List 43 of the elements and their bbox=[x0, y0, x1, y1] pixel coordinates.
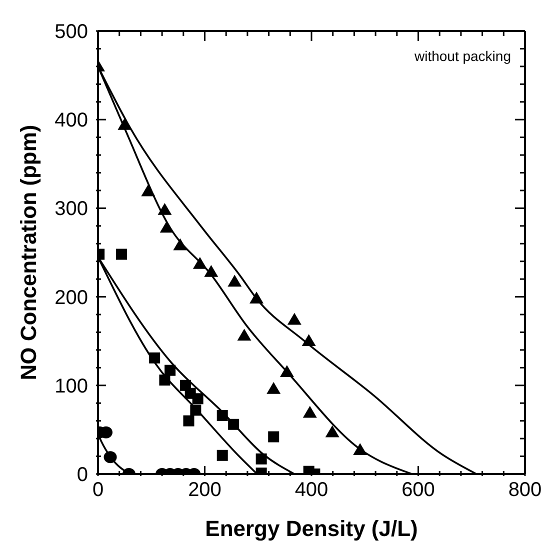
point bbox=[216, 450, 228, 461]
point bbox=[228, 418, 240, 430]
point bbox=[353, 443, 368, 455]
point bbox=[192, 393, 204, 404]
point bbox=[149, 352, 160, 364]
point bbox=[183, 415, 194, 426]
y-tick-label: 200 bbox=[54, 286, 88, 309]
point bbox=[228, 274, 242, 287]
y-tick-label: 100 bbox=[54, 375, 88, 398]
point bbox=[118, 118, 132, 130]
x-axis-title: Energy Density (J/L) bbox=[205, 516, 418, 541]
x-tick-label: 800 bbox=[508, 479, 542, 501]
point bbox=[159, 374, 170, 386]
point bbox=[164, 364, 176, 376]
point bbox=[268, 431, 280, 442]
point bbox=[192, 257, 207, 269]
point bbox=[116, 248, 127, 260]
point bbox=[256, 453, 267, 464]
point bbox=[302, 334, 316, 346]
point bbox=[141, 184, 156, 196]
point bbox=[280, 365, 294, 378]
point bbox=[190, 404, 202, 416]
annotation: without packing bbox=[413, 48, 511, 64]
point bbox=[266, 382, 281, 394]
point bbox=[173, 238, 188, 250]
y-axis-title: NO Concentration (ppm) bbox=[16, 124, 41, 380]
point bbox=[250, 292, 264, 304]
x-tick-label: 400 bbox=[294, 479, 328, 501]
y-tick-label: 400 bbox=[54, 110, 88, 132]
point bbox=[158, 202, 172, 215]
point bbox=[216, 410, 228, 422]
point bbox=[302, 406, 317, 418]
y-tick-label: 300 bbox=[54, 198, 88, 220]
y-tick-label: 500 bbox=[54, 21, 88, 43]
point bbox=[204, 264, 218, 277]
x-tick-label: 600 bbox=[402, 479, 435, 501]
x-tick-label: 200 bbox=[188, 479, 222, 501]
y-tick-label: 0 bbox=[76, 464, 88, 486]
x-tick-label: 0 bbox=[92, 479, 104, 501]
point bbox=[160, 220, 174, 233]
point bbox=[237, 328, 252, 341]
point bbox=[287, 312, 302, 325]
point bbox=[325, 425, 340, 438]
